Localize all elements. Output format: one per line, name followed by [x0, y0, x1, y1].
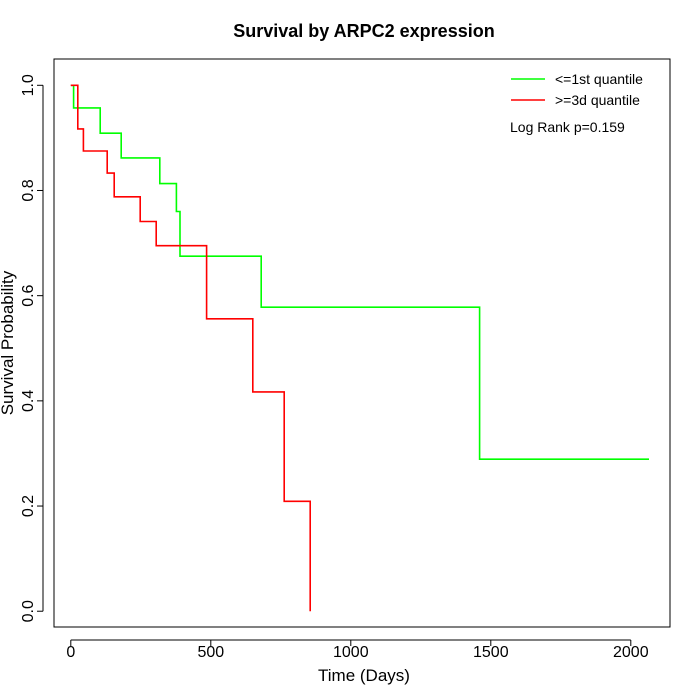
legend-label-low: <=1st quantile	[555, 71, 643, 87]
y-axis: 0.0 0.2 0.4 0.6 0.8 1.0	[20, 74, 44, 622]
survival-curve-high-expression	[70, 84, 311, 612]
x-tick-label: 500	[197, 644, 224, 661]
y-tick-label: 0.8	[20, 179, 37, 201]
y-tick-label: 0.2	[20, 495, 37, 517]
log-rank-annotation: Log Rank p=0.159	[510, 119, 625, 135]
legend: <=1st quantile >=3d quantile Log Rank p=…	[510, 71, 643, 135]
legend-label-high: >=3d quantile	[555, 92, 640, 108]
series-layer	[70, 84, 649, 612]
x-tick-label: 0	[66, 644, 75, 661]
x-tick-label: 1000	[333, 644, 369, 661]
x-tick-label: 2000	[613, 644, 649, 661]
y-axis-label: Survival Probability	[0, 270, 17, 415]
y-tick-label: 0.6	[20, 284, 37, 306]
x-axis: 0 500 1000 1500 2000	[66, 639, 649, 661]
y-tick-label: 1.0	[20, 74, 37, 96]
y-tick-label: 0.0	[20, 600, 37, 622]
y-tick-label: 0.4	[20, 390, 37, 412]
survival-curve-low-expression	[70, 84, 649, 460]
x-axis-label: Time (Days)	[318, 666, 410, 685]
chart-title: Survival by ARPC2 expression	[233, 21, 494, 41]
x-tick-label: 1500	[473, 644, 509, 661]
plot-frame	[53, 58, 671, 628]
